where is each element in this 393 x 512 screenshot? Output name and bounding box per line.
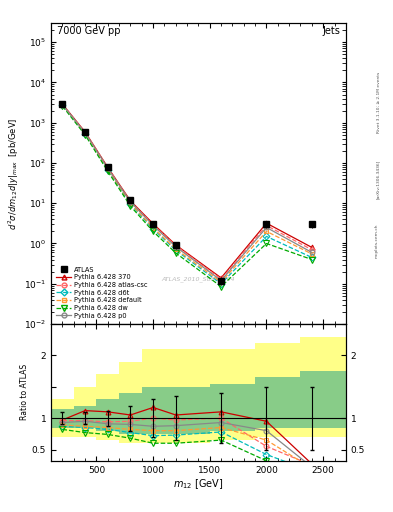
Pythia 6.428 atlas-csc: [264, 222, 269, 228]
Text: Jets: Jets: [322, 26, 340, 36]
Pythia 6.428 default: [173, 246, 178, 252]
Pythia 6.428 370: [219, 275, 224, 281]
Pythia 6.428 default: [309, 251, 314, 257]
Pythia 6.428 atlas-csc: [151, 222, 156, 228]
Pythia 6.428 atlas-csc: [60, 101, 65, 108]
Pythia 6.428 d6t: [83, 131, 88, 137]
Pythia 6.428 atlas-csc: [173, 243, 178, 249]
Pythia 6.428 370: [60, 101, 65, 107]
Pythia 6.428 dw: [219, 284, 224, 290]
Y-axis label: Ratio to ATLAS: Ratio to ATLAS: [20, 365, 29, 420]
Line: Pythia 6.428 atlas-csc: Pythia 6.428 atlas-csc: [60, 102, 314, 282]
X-axis label: $m_{12}$ [GeV]: $m_{12}$ [GeV]: [173, 477, 224, 491]
Pythia 6.428 default: [83, 130, 88, 136]
Text: ATLAS_2010_S8817804: ATLAS_2010_S8817804: [162, 276, 235, 282]
Pythia 6.428 default: [219, 279, 224, 285]
Pythia 6.428 370: [83, 129, 88, 135]
Pythia 6.428 d6t: [219, 281, 224, 287]
Pythia 6.428 default: [128, 200, 133, 206]
Pythia 6.428 370: [309, 244, 314, 250]
Pythia 6.428 atlas-csc: [309, 247, 314, 253]
Pythia 6.428 dw: [264, 241, 269, 247]
Pythia 6.428 dw: [309, 257, 314, 263]
Pythia 6.428 dw: [173, 250, 178, 256]
Pythia 6.428 p0: [309, 249, 314, 255]
Line: Pythia 6.428 370: Pythia 6.428 370: [60, 102, 314, 280]
Pythia 6.428 atlas-csc: [219, 276, 224, 282]
Pythia 6.428 default: [105, 166, 110, 173]
Pythia 6.428 p0: [219, 278, 224, 284]
Pythia 6.428 dw: [60, 103, 65, 109]
Pythia 6.428 d6t: [173, 247, 178, 253]
Pythia 6.428 370: [128, 198, 133, 204]
Pythia 6.428 default: [264, 228, 269, 234]
Text: [arXiv:1306.3436]: [arXiv:1306.3436]: [376, 160, 380, 199]
Pythia 6.428 p0: [83, 130, 88, 136]
Pythia 6.428 d6t: [151, 226, 156, 232]
Pythia 6.428 p0: [264, 224, 269, 230]
Pythia 6.428 atlas-csc: [128, 199, 133, 205]
Text: 7000 GeV pp: 7000 GeV pp: [57, 26, 121, 36]
Pythia 6.428 dw: [83, 132, 88, 138]
Pythia 6.428 atlas-csc: [83, 130, 88, 136]
Pythia 6.428 default: [151, 225, 156, 231]
Pythia 6.428 dw: [151, 228, 156, 234]
Line: Pythia 6.428 p0: Pythia 6.428 p0: [60, 102, 314, 283]
Pythia 6.428 default: [60, 102, 65, 108]
Text: mcplots.cern.ch: mcplots.cern.ch: [375, 223, 379, 258]
Pythia 6.428 370: [264, 220, 269, 226]
Pythia 6.428 d6t: [128, 201, 133, 207]
Pythia 6.428 d6t: [60, 102, 65, 109]
Line: Pythia 6.428 dw: Pythia 6.428 dw: [60, 103, 315, 289]
Pythia 6.428 d6t: [105, 167, 110, 173]
Pythia 6.428 p0: [128, 199, 133, 205]
Pythia 6.428 atlas-csc: [105, 165, 110, 171]
Pythia 6.428 dw: [128, 203, 133, 209]
Pythia 6.428 370: [173, 242, 178, 248]
Pythia 6.428 p0: [105, 165, 110, 172]
Pythia 6.428 d6t: [264, 233, 269, 240]
Line: Pythia 6.428 d6t: Pythia 6.428 d6t: [60, 103, 314, 286]
Line: Pythia 6.428 default: Pythia 6.428 default: [60, 102, 314, 285]
Pythia 6.428 d6t: [309, 254, 314, 261]
Pythia 6.428 370: [105, 164, 110, 170]
Legend: ATLAS, Pythia 6.428 370, Pythia 6.428 atlas-csc, Pythia 6.428 d6t, Pythia 6.428 : ATLAS, Pythia 6.428 370, Pythia 6.428 at…: [54, 265, 150, 321]
Text: Rivet 3.1.10; ≥ 2.1M events: Rivet 3.1.10; ≥ 2.1M events: [377, 72, 381, 133]
Y-axis label: $d^2\sigma/dm_{12}d|y|_{max}$  [pb/GeV]: $d^2\sigma/dm_{12}d|y|_{max}$ [pb/GeV]: [7, 117, 21, 230]
Pythia 6.428 p0: [60, 101, 65, 108]
Pythia 6.428 p0: [151, 222, 156, 228]
Pythia 6.428 p0: [173, 244, 178, 250]
Pythia 6.428 370: [151, 221, 156, 227]
Pythia 6.428 dw: [105, 168, 110, 175]
